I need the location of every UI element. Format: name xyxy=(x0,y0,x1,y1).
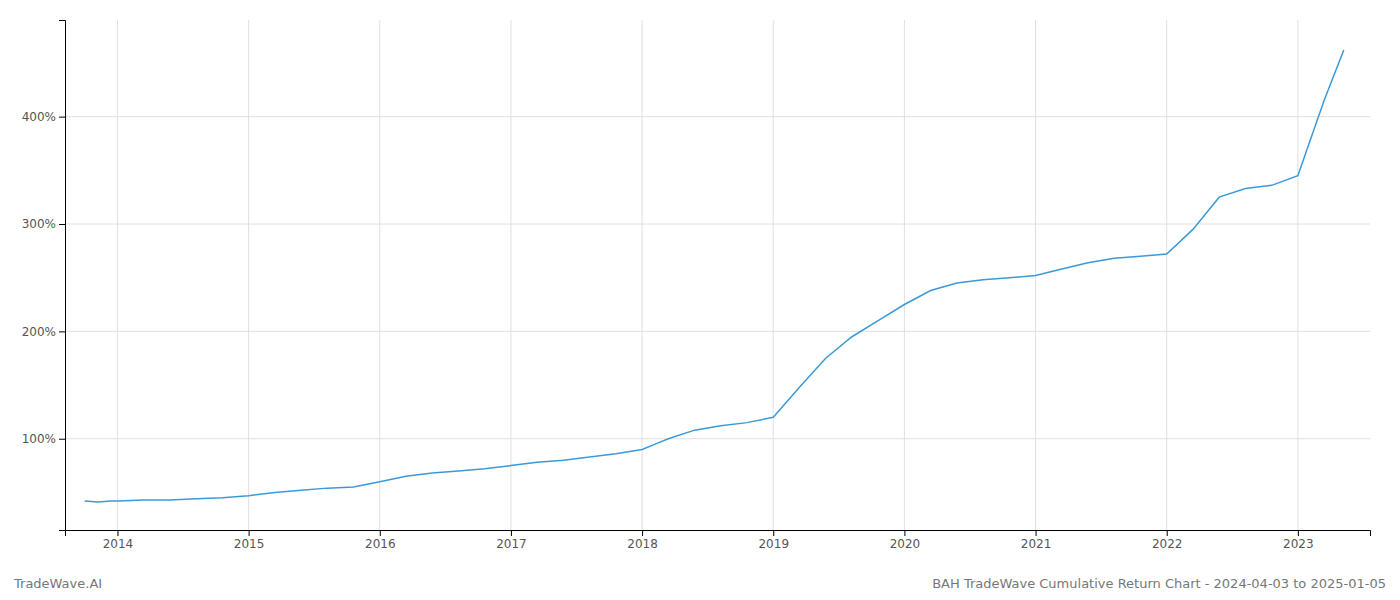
line xyxy=(85,50,1344,502)
x-tick-label: 2018 xyxy=(627,537,658,551)
x-tick-label: 2014 xyxy=(103,537,134,551)
y-tick: 200% xyxy=(22,325,65,339)
x-tick-mark xyxy=(1036,530,1037,536)
x-tick-mark xyxy=(117,530,118,536)
plot: 2014 2015 2016 2017 2018 2019 2020 2021 2022 2023… xyxy=(22,20,1371,551)
x-tick-mark xyxy=(773,530,774,536)
x-tick-label: 2017 xyxy=(496,537,527,551)
x-tick: 2019 xyxy=(758,530,789,551)
grid-line-x xyxy=(117,20,118,530)
grid-line-x xyxy=(1166,20,1167,530)
x-tick-mark xyxy=(511,530,512,536)
grid-line-x xyxy=(510,20,511,530)
x-tick-mark xyxy=(1167,530,1168,536)
y-tick: 300% xyxy=(22,217,65,231)
grid-line-x xyxy=(248,20,249,530)
grid-line-x xyxy=(379,20,380,530)
x-tick-label: 2022 xyxy=(1152,537,1183,551)
x-tick-label: 2019 xyxy=(758,537,789,551)
x-tick: 2022 xyxy=(1152,530,1183,551)
y-tick: 400% xyxy=(22,110,65,124)
grid xyxy=(65,20,1370,530)
x-tick-mark xyxy=(249,530,250,536)
grid-line-x xyxy=(773,20,774,530)
x-tick-label: 2015 xyxy=(234,537,265,551)
x-tick-mark xyxy=(904,530,905,536)
y-tick-mark xyxy=(59,331,65,332)
y-axis: 100% 200% 300% 400% xyxy=(22,21,66,531)
y-tick-mark xyxy=(59,117,65,118)
y-tick-label: 200% xyxy=(22,325,56,339)
x-tick: 2017 xyxy=(496,530,527,551)
y-tick-mark xyxy=(59,439,65,440)
grid-line-x xyxy=(904,20,905,530)
grid-line-x xyxy=(1297,20,1298,530)
x-tick: 2016 xyxy=(365,530,396,551)
x-tick-label: 2016 xyxy=(365,537,396,551)
x-tick-label: 2023 xyxy=(1283,537,1314,551)
x-tick: 2015 xyxy=(234,530,265,551)
y-tick: 100% xyxy=(22,432,65,446)
grid-line-y xyxy=(65,224,1370,225)
y-tick-mark xyxy=(59,224,65,225)
x-tick-mark xyxy=(642,530,643,536)
x-tick-label: 2020 xyxy=(890,537,921,551)
x-tick: 2020 xyxy=(890,530,921,551)
x-tick-mark xyxy=(1298,530,1299,536)
x-tick-mark xyxy=(380,530,381,536)
grid-line-y xyxy=(65,331,1370,332)
y-tick-label: 300% xyxy=(22,217,56,231)
watermark: TradeWave.AI xyxy=(13,576,102,591)
chart: 2014 2015 2016 2017 2018 2019 2020 2021 2022 2023… xyxy=(0,0,1400,600)
x-tick: 2021 xyxy=(1021,530,1052,551)
grid-line-y xyxy=(65,116,1370,117)
marks xyxy=(85,50,1344,502)
x-tick-label: 2021 xyxy=(1021,537,1052,551)
x-tick: 2018 xyxy=(627,530,658,551)
title: BAH TradeWave Cumulative Return Chart - … xyxy=(932,576,1386,591)
y-tick-label: 400% xyxy=(22,110,56,124)
y-tick-label: 100% xyxy=(22,432,56,446)
grid-line-x xyxy=(642,20,643,530)
x-axis: 2014 2015 2016 2017 2018 2019 2020 2021 2022 2023 xyxy=(66,530,1371,551)
x-tick: 2014 xyxy=(103,530,134,551)
x-axis-line xyxy=(66,531,1371,537)
x-tick: 2023 xyxy=(1283,530,1314,551)
grid-line-y xyxy=(65,438,1370,439)
y-axis-line xyxy=(59,21,66,531)
